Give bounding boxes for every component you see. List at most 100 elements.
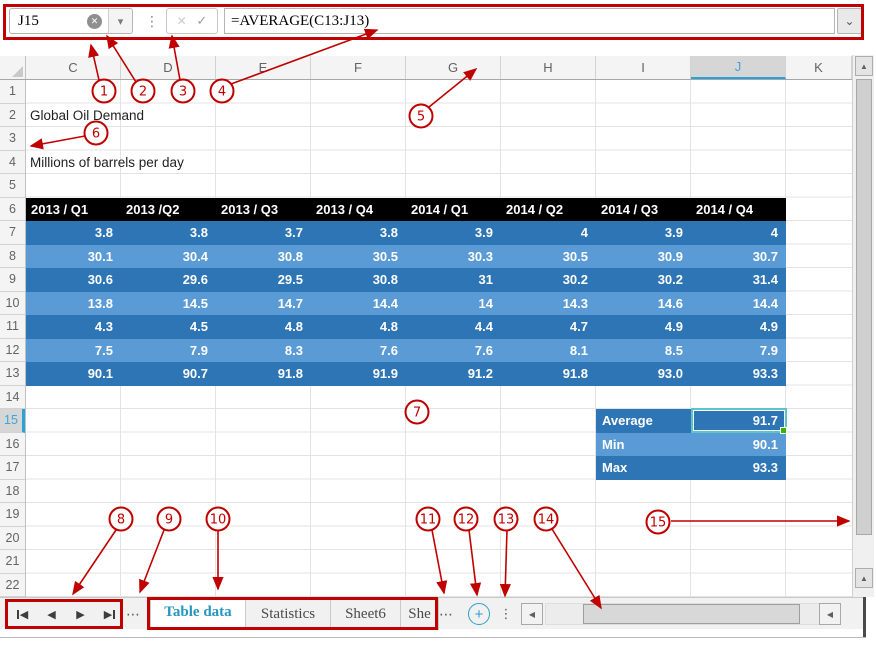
row-header-8[interactable]: 8: [0, 245, 25, 268]
clear-name-box-icon[interactable]: ✕: [87, 13, 102, 29]
column-header-G[interactable]: G: [406, 56, 501, 79]
cancel-entry-icon[interactable]: ✕: [176, 14, 187, 28]
previous-sheet-button[interactable]: ◀: [47, 608, 56, 621]
table-header-cell[interactable]: 2013 /Q2: [126, 201, 180, 217]
scroll-left-icon[interactable]: ◀: [521, 603, 543, 625]
cell-global-oil-demand[interactable]: Global Oil Demand: [30, 107, 145, 123]
cell[interactable]: 14.6: [657, 295, 683, 311]
cell[interactable]: 91.8: [562, 366, 588, 382]
cell[interactable]: 30.3: [467, 248, 493, 264]
row-header-14[interactable]: 14: [0, 386, 25, 409]
cell[interactable]: 31: [478, 272, 493, 288]
row-header-17[interactable]: 17: [0, 456, 25, 480]
cell[interactable]: 4.8: [284, 319, 303, 335]
column-header-D[interactable]: D: [121, 56, 216, 79]
tab-she[interactable]: She: [401, 598, 439, 630]
cell[interactable]: 3.7: [284, 225, 303, 241]
cell[interactable]: 91.8: [277, 366, 303, 382]
row-header-13[interactable]: 13: [0, 362, 25, 386]
cell[interactable]: 30.8: [277, 248, 303, 264]
table-header-cell[interactable]: 2013 / Q4: [316, 201, 374, 217]
row-header-12[interactable]: 12: [0, 339, 25, 362]
name-box-value[interactable]: J15: [18, 12, 39, 29]
cell[interactable]: 31.4: [752, 272, 778, 288]
stats-label-average[interactable]: Average: [602, 413, 653, 429]
cell[interactable]: 91.2: [467, 366, 493, 382]
row-header-5[interactable]: 5: [0, 174, 25, 198]
cell[interactable]: 8.5: [664, 342, 683, 358]
cell[interactable]: 7.5: [94, 342, 113, 358]
cell[interactable]: 14.4: [752, 295, 778, 311]
cell[interactable]: 4.3: [94, 319, 113, 335]
tab-statistics[interactable]: Statistics: [246, 598, 331, 630]
horizontal-scrollbar-thumb[interactable]: [583, 604, 800, 624]
cell[interactable]: 30.7: [752, 248, 778, 264]
cell[interactable]: 30.4: [182, 248, 208, 264]
column-header-F[interactable]: F: [311, 56, 406, 79]
cell[interactable]: 30.5: [372, 248, 398, 264]
row-header-9[interactable]: 9: [0, 268, 25, 292]
scroll-right-icon[interactable]: ◀: [819, 603, 841, 625]
formula-bar-drag-handle-icon[interactable]: ⋮: [145, 12, 159, 29]
tab-table-data[interactable]: Table data: [150, 598, 246, 630]
row-header-18[interactable]: 18: [0, 480, 25, 503]
scroll-up-icon[interactable]: ▲: [855, 56, 873, 76]
more-sheets-right-button[interactable]: ⋯: [439, 605, 453, 622]
row-header-19[interactable]: 19: [0, 503, 25, 527]
cell[interactable]: 4: [770, 225, 778, 241]
row-header-6[interactable]: 6: [0, 198, 25, 221]
cell-millions-of-barrels[interactable]: Millions of barrels per day: [30, 154, 184, 170]
name-box-dropdown-icon[interactable]: ▾: [108, 9, 132, 33]
add-sheet-button[interactable]: +: [468, 603, 490, 625]
cell[interactable]: 90.1: [87, 366, 113, 382]
cell[interactable]: 30.1: [87, 248, 113, 264]
row-header-2[interactable]: 2: [0, 104, 25, 127]
cell[interactable]: 30.8: [372, 272, 398, 288]
cell[interactable]: 91.9: [372, 366, 398, 382]
stats-label-max[interactable]: Max: [602, 460, 628, 476]
cell[interactable]: 8.1: [569, 342, 588, 358]
scroll-down-icon[interactable]: ▲: [855, 568, 873, 588]
cell[interactable]: 14.4: [372, 295, 398, 311]
table-header-cell[interactable]: 2014 / Q2: [506, 201, 564, 217]
column-header-K[interactable]: K: [786, 56, 852, 79]
cell[interactable]: 4.7: [569, 319, 588, 335]
row-header-22[interactable]: 22: [0, 574, 25, 597]
column-header-C[interactable]: C: [26, 56, 121, 79]
cell[interactable]: 3.8: [379, 225, 398, 241]
first-sheet-button[interactable]: ◀: [8, 602, 37, 626]
column-header-I[interactable]: I: [596, 56, 691, 79]
next-sheet-button[interactable]: ▶: [76, 608, 85, 621]
more-sheets-left-button[interactable]: ⋯: [126, 605, 140, 622]
row-header-11[interactable]: 11: [0, 315, 25, 339]
cell[interactable]: 4.9: [759, 319, 778, 335]
cell[interactable]: 90.7: [182, 366, 208, 382]
row-header-4[interactable]: 4: [0, 151, 25, 174]
cell[interactable]: 4.9: [664, 319, 683, 335]
cell[interactable]: 4.5: [189, 319, 208, 335]
cell[interactable]: 4.8: [379, 319, 398, 335]
row-header-16[interactable]: 16: [0, 433, 25, 456]
cell[interactable]: 30.9: [657, 248, 683, 264]
cell[interactable]: 8.3: [284, 342, 303, 358]
cell[interactable]: 13.8: [87, 295, 113, 311]
tab-sheet6[interactable]: Sheet6: [331, 598, 401, 630]
row-header-15[interactable]: 15: [0, 409, 25, 433]
cell[interactable]: 29.5: [277, 272, 303, 288]
cell[interactable]: 93.0: [657, 366, 683, 382]
cell[interactable]: 29.6: [182, 272, 208, 288]
row-header-10[interactable]: 10: [0, 292, 25, 315]
last-sheet-button[interactable]: ▶: [95, 602, 124, 626]
cell[interactable]: 4.4: [474, 319, 493, 335]
cell[interactable]: 7.9: [759, 342, 778, 358]
cell[interactable]: 93.3: [752, 366, 778, 382]
cell[interactable]: 4: [580, 225, 588, 241]
vertical-scrollbar-thumb[interactable]: [856, 79, 872, 535]
table-header-cell[interactable]: 2013 / Q3: [221, 201, 279, 217]
stats-value-max[interactable]: 93.3: [752, 460, 778, 476]
sheet-menu-icon[interactable]: ⋮: [499, 606, 513, 621]
table-header-cell[interactable]: 2014 / Q3: [601, 201, 659, 217]
cell[interactable]: 3.8: [189, 225, 208, 241]
expand-formula-bar-icon[interactable]: ⌄: [837, 8, 862, 34]
column-header-H[interactable]: H: [501, 56, 596, 79]
